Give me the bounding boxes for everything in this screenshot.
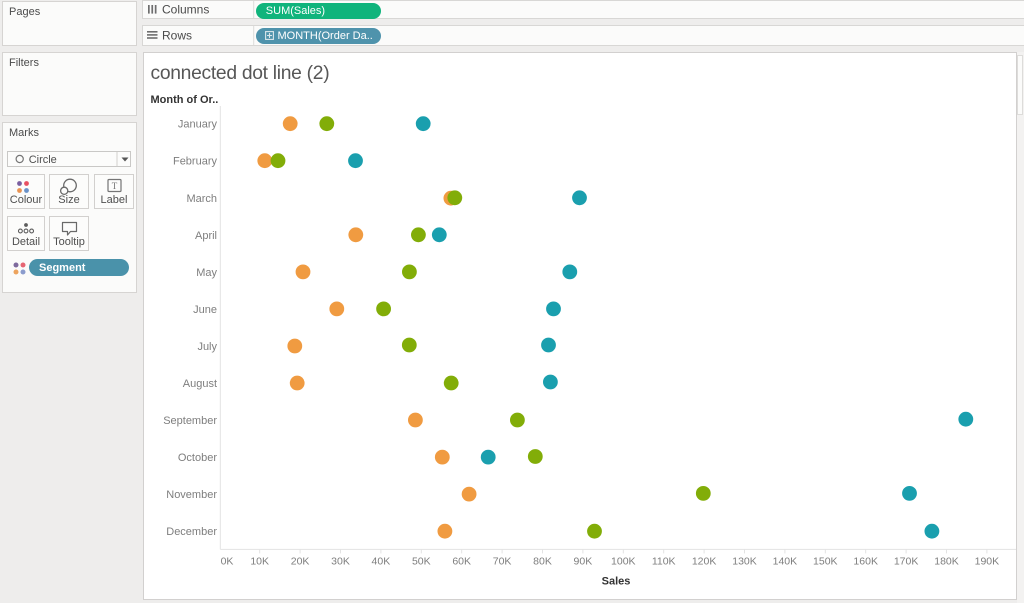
svg-text:Rows: Rows: [162, 29, 192, 43]
svg-text:T: T: [112, 181, 118, 191]
svg-text:Columns: Columns: [162, 3, 209, 17]
svg-text:Circle: Circle: [28, 154, 56, 166]
